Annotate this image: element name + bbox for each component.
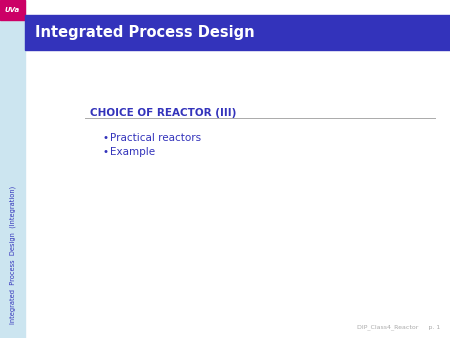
Bar: [25, 15, 450, 50]
Bar: [0, 0, 25, 338]
Text: Integrated Process Design: Integrated Process Design: [35, 25, 255, 40]
Bar: [0, 0, 25, 20]
Text: CHOICE OF REACTOR (III): CHOICE OF REACTOR (III): [90, 108, 236, 118]
Text: UVa: UVa: [5, 7, 20, 13]
Text: Practical reactors: Practical reactors: [110, 133, 201, 143]
Text: Integrated  Process  Design  (Integration): Integrated Process Design (Integration): [9, 186, 16, 324]
Text: DIP_Class4_Reactor     p. 1: DIP_Class4_Reactor p. 1: [357, 324, 440, 330]
Text: •: •: [102, 133, 108, 143]
Text: Example: Example: [110, 147, 155, 157]
Text: •: •: [102, 147, 108, 157]
